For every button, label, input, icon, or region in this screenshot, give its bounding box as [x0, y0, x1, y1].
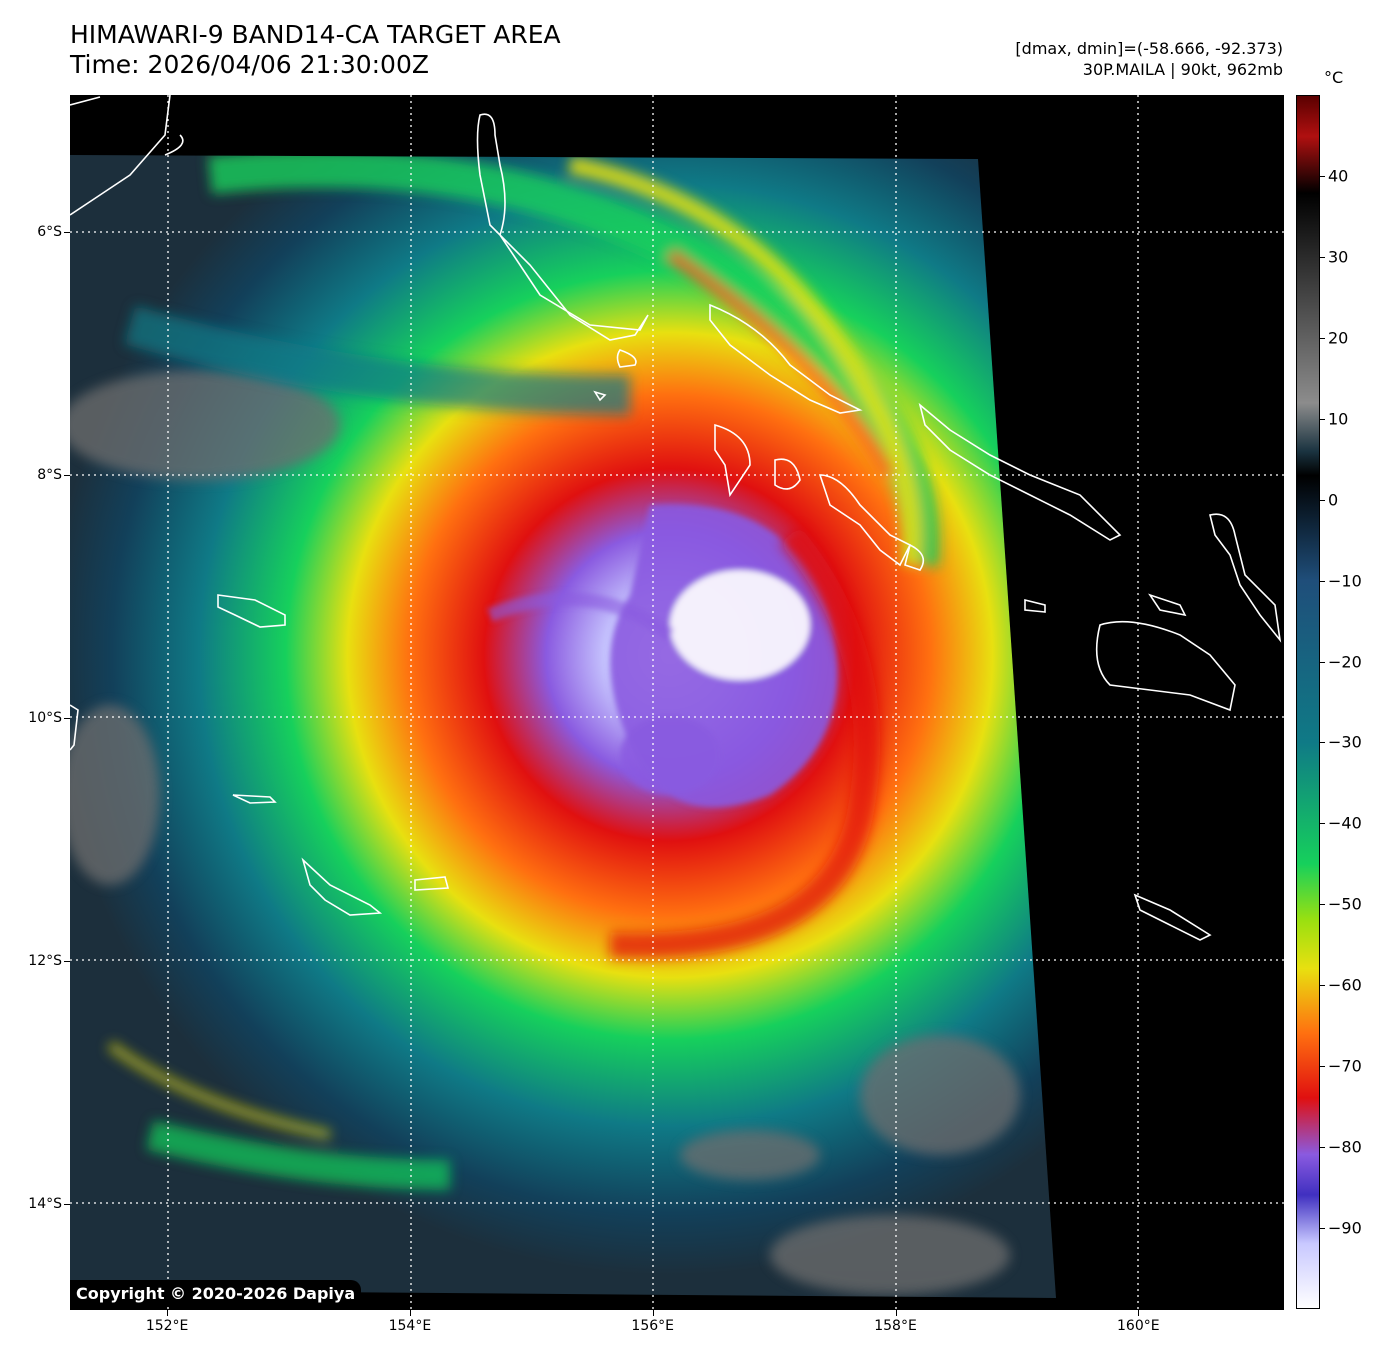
colorbar-tick: [1320, 580, 1325, 582]
colorbar-tick: [1320, 904, 1325, 906]
colorbar-tick-label: 10: [1328, 409, 1349, 429]
lon-tick: [895, 1310, 897, 1316]
satellite-map[interactable]: [70, 95, 1284, 1310]
colorbar-tick: [1320, 985, 1325, 987]
colorbar-tick: [1320, 1228, 1325, 1230]
colorbar-tick-label: −90: [1328, 1218, 1362, 1238]
colorbar-tick-label: −30: [1328, 732, 1362, 752]
coastlines: [70, 95, 1282, 941]
colorbar-tick: [1320, 418, 1325, 420]
colorbar-tick-label: −80: [1328, 1137, 1362, 1157]
colorbar-tick-label: 40: [1328, 166, 1349, 186]
colorbar-tick: [1320, 823, 1325, 825]
lat-tick: [64, 232, 70, 234]
colorbar-tick: [1320, 1066, 1325, 1068]
colorbar-tick-label: −10: [1328, 571, 1362, 591]
colorbar-tick-label: −20: [1328, 652, 1362, 672]
colorbar-tick: [1320, 175, 1325, 177]
lon-label: 152°E: [145, 1318, 189, 1334]
colorbar-tick: [1320, 337, 1325, 339]
lon-label: 156°E: [631, 1318, 675, 1334]
satellite-imagery: [70, 95, 1284, 1310]
lat-label: 8°S: [37, 467, 62, 484]
lat-label: 6°S: [37, 224, 62, 241]
storm-info: [dmax, dmin]=(-58.666, -92.373) 30P.MAIL…: [1015, 38, 1283, 80]
colorbar-tick-label: −50: [1328, 894, 1362, 914]
title-line-product: HIMAWARI-9 BAND14-CA TARGET AREA: [70, 20, 561, 49]
lat-tick: [64, 1204, 70, 1206]
lat-label: 14°S: [28, 1196, 62, 1213]
colorbar-tick: [1320, 256, 1325, 258]
figure-title: HIMAWARI-9 BAND14-CA TARGET AREA Time: 2…: [70, 20, 561, 80]
colorbar-tick-label: −70: [1328, 1056, 1362, 1076]
lat-tick: [64, 718, 70, 720]
lat-tick: [64, 475, 70, 477]
colorbar-tick-label: 30: [1328, 247, 1349, 267]
colorbar-tick: [1320, 742, 1325, 744]
lon-tick: [409, 1310, 411, 1316]
lat-label: 12°S: [28, 953, 62, 970]
colorbar-tick-label: 0: [1328, 490, 1339, 510]
lon-label: 158°E: [874, 1318, 917, 1334]
colorbar-tick-label: 20: [1328, 328, 1349, 348]
colorbar-tick-label: −40: [1328, 813, 1362, 833]
colorbar-tick: [1320, 1147, 1325, 1149]
lat-lon-grid: [70, 95, 1284, 1310]
copyright-label: Copyright © 2020-2026 Dapiya: [70, 1280, 362, 1307]
lat-label: 10°S: [28, 710, 62, 727]
lon-tick: [167, 1310, 169, 1316]
lon-label: 160°E: [1117, 1318, 1160, 1334]
lon-tick: [652, 1310, 654, 1316]
lon-tick: [1138, 1310, 1140, 1316]
colorbar-tick: [1320, 661, 1325, 663]
title-line-time: Time: 2026/04/06 21:30:00Z: [70, 50, 429, 79]
storm-name-text: 30P.MAILA | 90kt, 962mb: [1082, 60, 1283, 79]
colorbar-tick: [1320, 499, 1325, 501]
colorbar-tick-label: −60: [1328, 975, 1362, 995]
lat-tick: [64, 961, 70, 963]
cloud-swath: [70, 155, 1056, 1298]
temperature-range-text: [dmax, dmin]=(-58.666, -92.373): [1015, 39, 1283, 58]
lon-label: 154°E: [388, 1318, 432, 1334]
colorbar-unit: °C: [1324, 68, 1344, 87]
colorbar: [1296, 95, 1320, 1309]
